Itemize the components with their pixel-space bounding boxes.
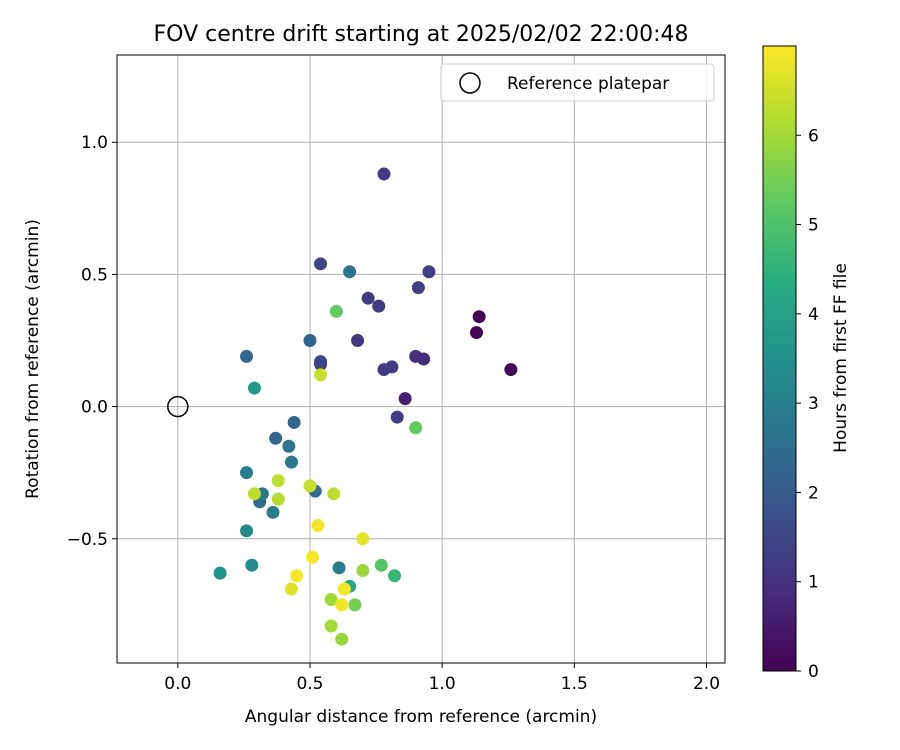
data-point <box>343 265 357 279</box>
data-point <box>374 558 388 572</box>
data-point <box>417 352 431 366</box>
points-layer <box>213 167 518 646</box>
colorbar-tick-label: 5 <box>808 216 819 236</box>
data-point <box>311 519 325 533</box>
reference-marker-layer <box>167 395 189 418</box>
data-point <box>337 582 351 596</box>
data-point <box>266 505 280 519</box>
data-point <box>398 392 412 406</box>
x-tick-label: 0.5 <box>296 674 323 694</box>
x-axis: 0.0 0.5 1.0 1.5 2.0 <box>164 663 720 694</box>
y-tick-label: 0.0 <box>81 398 108 418</box>
legend-entry-label: Reference platepar <box>507 74 669 94</box>
data-point <box>390 410 404 424</box>
data-point <box>324 619 338 633</box>
colorbar-tick-label: 3 <box>808 394 819 414</box>
data-point <box>287 415 301 429</box>
data-point <box>284 455 298 469</box>
data-point <box>411 281 425 295</box>
data-point <box>290 569 304 583</box>
data-point <box>240 466 254 480</box>
legend-marker-icon <box>459 72 481 94</box>
data-point <box>327 487 341 501</box>
plot-frame <box>116 54 726 664</box>
data-point <box>422 265 436 279</box>
y-axis-label: Rotation from reference (arcmin) <box>23 219 43 499</box>
data-point <box>284 582 298 596</box>
data-point <box>409 421 423 435</box>
colorbar-tick-label: 4 <box>808 305 819 325</box>
data-point <box>314 257 328 271</box>
data-point <box>247 487 261 501</box>
colorbar-tick-label: 6 <box>808 126 819 146</box>
data-point <box>314 357 328 371</box>
legend-box <box>440 63 715 102</box>
data-point <box>377 167 391 181</box>
data-point <box>240 524 254 538</box>
data-point <box>356 532 370 546</box>
x-tick-label: 0.0 <box>164 674 191 694</box>
y-tick-label: −0.5 <box>67 530 108 550</box>
data-point <box>372 299 386 313</box>
data-point <box>470 326 484 340</box>
data-point <box>348 598 362 612</box>
data-point <box>271 492 285 506</box>
x-tick-label: 1.0 <box>429 674 456 694</box>
data-point <box>351 333 365 347</box>
colorbar-tick-label: 0 <box>808 662 819 682</box>
colorbar-gradient <box>762 45 797 672</box>
data-point <box>361 291 375 305</box>
data-point <box>329 304 343 318</box>
x-axis-label: Angular distance from reference (arcmin) <box>245 707 597 727</box>
x-tick-label: 1.5 <box>561 674 588 694</box>
colorbar: 0 1 2 3 4 5 6 Hours from first FF file <box>762 45 851 682</box>
data-point <box>247 381 261 395</box>
colorbar-tick-label: 2 <box>808 483 819 503</box>
data-point <box>335 598 349 612</box>
reference-platepar-marker <box>167 395 189 418</box>
data-point <box>240 349 254 363</box>
data-point <box>324 593 338 607</box>
colorbar-label: Hours from first FF file <box>831 263 851 453</box>
data-point <box>504 363 518 377</box>
data-point <box>314 368 328 382</box>
data-point <box>245 558 259 572</box>
y-tick-label: 1.0 <box>81 133 108 153</box>
colorbar-tick-label: 1 <box>808 573 819 593</box>
data-point <box>472 310 486 324</box>
colorbar-ticks: 0 1 2 3 4 5 6 <box>796 126 819 682</box>
data-point <box>356 563 370 577</box>
data-point <box>213 566 227 580</box>
data-point <box>269 431 283 445</box>
data-point <box>306 550 320 564</box>
legend: Reference platepar <box>440 63 715 102</box>
data-point <box>282 439 296 453</box>
y-axis: −0.5 0.0 0.5 1.0 <box>67 133 117 550</box>
data-point <box>303 333 317 347</box>
data-point <box>271 474 285 488</box>
y-tick-label: 0.5 <box>81 265 108 285</box>
data-point <box>388 569 402 583</box>
chart-title: FOV centre drift starting at 2025/02/02 … <box>154 22 689 47</box>
data-point <box>303 479 317 493</box>
grid-layer <box>117 55 725 663</box>
x-tick-label: 2.0 <box>693 674 720 694</box>
data-point <box>335 632 349 646</box>
data-point <box>332 561 346 575</box>
data-point <box>377 363 391 377</box>
